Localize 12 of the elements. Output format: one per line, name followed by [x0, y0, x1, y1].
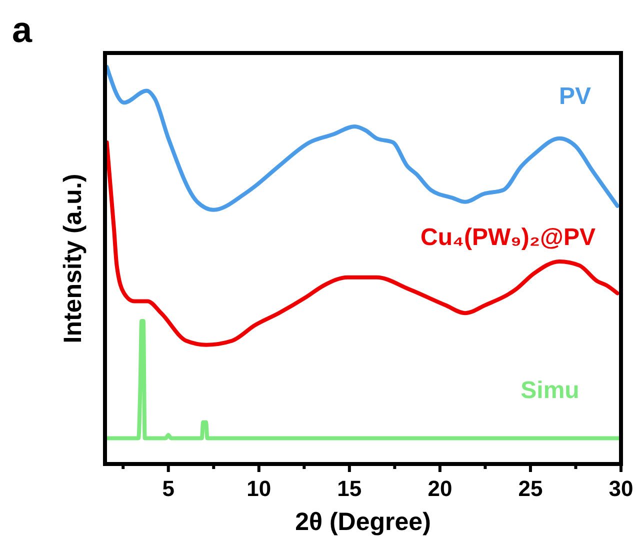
series-label: Simu: [520, 377, 580, 404]
x-tick-label: 30: [608, 476, 634, 501]
series-label: PV: [558, 83, 592, 110]
x-tick-label: 5: [162, 476, 174, 501]
y-axis-title: Intensity (a.u.): [59, 174, 87, 344]
x-axis-title: 2θ (Degree): [295, 508, 431, 536]
x-tick-label: 10: [246, 476, 272, 501]
x-tick-label: 15: [337, 476, 362, 501]
x-tick-label: 20: [428, 476, 452, 501]
text: a: [12, 9, 33, 50]
series-label: Cu₄(PW₉)₂@PV: [420, 224, 596, 251]
x-tick-label: 25: [518, 476, 543, 501]
